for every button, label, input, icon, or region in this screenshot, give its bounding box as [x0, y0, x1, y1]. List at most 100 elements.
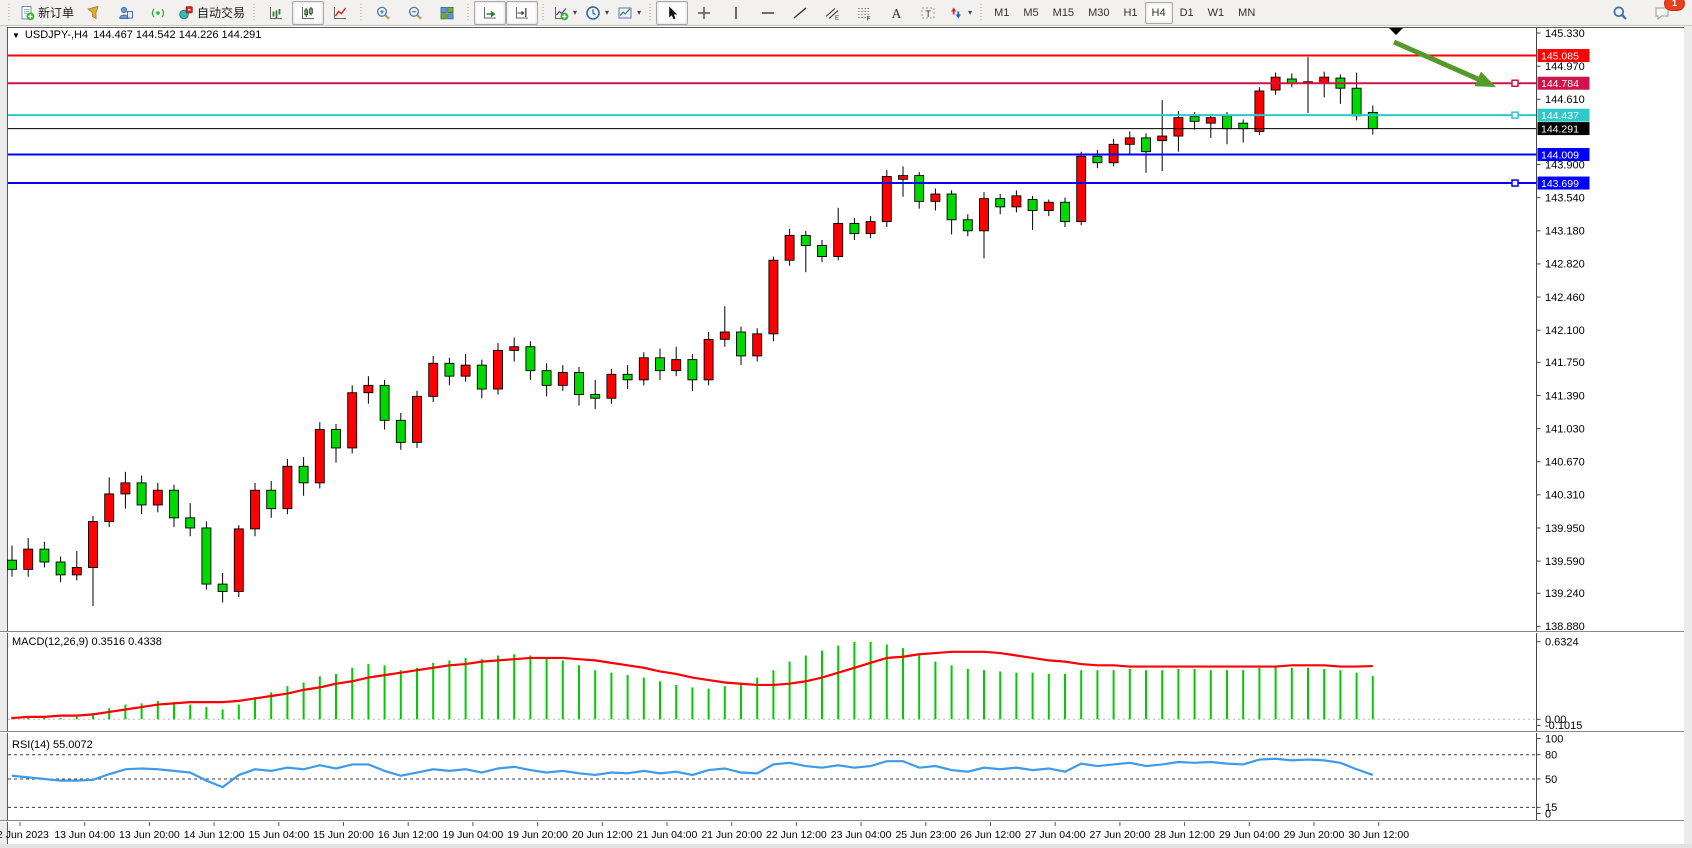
search-button[interactable]: [1604, 1, 1636, 25]
notification-badge: 1: [1664, 0, 1685, 11]
chart-menu-icon[interactable]: ▼: [12, 30, 20, 40]
chart-shift-button[interactable]: [506, 0, 539, 25]
arrows-button[interactable]: ▾: [944, 1, 976, 25]
text-button[interactable]: A: [880, 1, 912, 25]
trendline-button[interactable]: [784, 1, 816, 25]
chevron-down-icon: ▾: [605, 8, 610, 17]
svg-text:0: 0: [1545, 808, 1551, 820]
auto-trading-button[interactable]: 自动交易: [174, 1, 249, 25]
svg-text:15 Jun 04:00: 15 Jun 04:00: [248, 829, 309, 841]
new-order-button[interactable]: 新订单: [15, 1, 78, 25]
channel-button[interactable]: E: [816, 1, 848, 25]
cursor-button[interactable]: [656, 0, 689, 25]
zoom-in-icon: [376, 6, 390, 20]
price-axis[interactable]: 145.330 144.970 144.610 143.900 143.540 143.1…: [1536, 28, 1585, 633]
timeframe-m1-button[interactable]: M1: [994, 6, 1010, 19]
svg-text:13 Jun 20:00: 13 Jun 20:00: [119, 829, 180, 841]
svg-text:16 Jun 12:00: 16 Jun 12:00: [378, 829, 439, 841]
toolbar-grip: [252, 3, 258, 22]
candlestick-chart-canvas[interactable]: 145.330 144.970 144.610 143.900 143.540 143.1…: [0, 26, 1692, 848]
auto-scroll-button[interactable]: [474, 0, 507, 25]
chevron-down-icon: ▾: [573, 8, 578, 17]
fibonacci-icon: F: [858, 7, 871, 21]
button-label: 自动交易: [197, 6, 246, 20]
vertical-line-icon: [735, 6, 737, 19]
svg-text:144.610: 144.610: [1545, 94, 1585, 106]
svg-text:139.950: 139.950: [1545, 523, 1585, 535]
svg-text:141.750: 141.750: [1545, 357, 1585, 369]
label-button[interactable]: T: [912, 1, 944, 25]
svg-text:140.310: 140.310: [1545, 490, 1585, 502]
svg-text:27 Jun 20:00: 27 Jun 20:00: [1090, 829, 1151, 841]
svg-text:13 Jun 04:00: 13 Jun 04:00: [54, 829, 115, 841]
zoom-out-icon: [408, 6, 422, 20]
text-icon: A: [892, 6, 902, 21]
svg-text:138.880: 138.880: [1545, 621, 1585, 633]
svg-text:14 Jun 12:00: 14 Jun 12:00: [184, 829, 245, 841]
svg-text:26 Jun 12:00: 26 Jun 12:00: [960, 829, 1021, 841]
timeframe-w1-button[interactable]: W1: [1207, 6, 1225, 19]
timeframe-h4-button[interactable]: H4: [1144, 1, 1173, 24]
rsi-pane[interactable]: 100 80 50 150: [8, 733, 1563, 820]
timeframe-d1-button[interactable]: D1: [1179, 6, 1194, 19]
timeframe-m15-button[interactable]: M15: [1052, 6, 1075, 19]
periods-button[interactable]: ▾: [581, 1, 613, 25]
svg-text:144.970: 144.970: [1545, 61, 1585, 73]
zoom-in-button[interactable]: [367, 1, 399, 25]
candlestick-button[interactable]: [292, 0, 325, 25]
svg-text:29 Jun 20:00: 29 Jun 20:00: [1284, 829, 1345, 841]
svg-text:28 Jun 12:00: 28 Jun 12:00: [1154, 829, 1215, 841]
line-chart-button[interactable]: [324, 1, 356, 25]
bar-chart-button[interactable]: [260, 1, 292, 25]
svg-text:21 Jun 04:00: 21 Jun 04:00: [637, 829, 698, 841]
svg-text:144.009: 144.009: [1541, 149, 1579, 161]
chart-profile-icon: [87, 5, 99, 19]
chart-profile-button[interactable]: [78, 1, 110, 25]
templates-button[interactable]: ▾: [613, 1, 645, 25]
trend-arrow-annotation[interactable]: [1392, 39, 1496, 87]
arrows-icon: [951, 7, 962, 18]
chevron-down-icon: ▾: [637, 8, 642, 17]
svg-text:29 Jun 04:00: 29 Jun 04:00: [1219, 829, 1280, 841]
indicators-button[interactable]: ▾: [549, 1, 581, 25]
svg-text:-0.1015: -0.1015: [1545, 720, 1582, 732]
timeframe-h1-button[interactable]: H1: [1123, 6, 1138, 19]
zoom-out-button[interactable]: [399, 1, 431, 25]
horizontal-line-icon: [762, 11, 775, 14]
crosshair-button[interactable]: [688, 1, 720, 25]
toolbar-right: 1: [1604, 0, 1688, 25]
tile-windows-button[interactable]: [431, 1, 463, 25]
search-icon: [1613, 6, 1627, 20]
horizontal-line-button[interactable]: [752, 1, 784, 25]
time-axis[interactable]: 12 Jun 2023 13 Jun 04:00 13 Jun 20:00 14 Ju…: [0, 822, 1409, 841]
chart-ohlc-values: 144.467 144.542 144.226 144.291: [93, 29, 262, 41]
rsi-indicator-label: RSI(14) 55.0072: [12, 739, 93, 751]
chevron-down-icon: ▾: [968, 8, 973, 17]
vertical-line-button[interactable]: [720, 1, 752, 25]
svg-text:23 Jun 04:00: 23 Jun 04:00: [831, 829, 892, 841]
candlestick-icon: [302, 6, 315, 19]
svg-text:25 Jun 23:00: 25 Jun 23:00: [895, 829, 956, 841]
svg-text:80: 80: [1545, 750, 1557, 762]
svg-text:144.437: 144.437: [1541, 110, 1579, 122]
line-chart-icon: [334, 6, 347, 19]
trendline-icon: [793, 6, 807, 19]
svg-text:50: 50: [1545, 774, 1557, 786]
new-order-icon: [21, 5, 35, 20]
candles-series: [7, 56, 1378, 607]
fibonacci-button[interactable]: F: [848, 1, 880, 25]
chart-title: ▼ USDJPY-,H4 144.467 144.542 144.226 144…: [12, 29, 261, 41]
data-window-button[interactable]: [110, 1, 142, 25]
data-window-icon: [119, 6, 134, 19]
signals-button[interactable]: [142, 1, 174, 25]
button-label: 新订单: [38, 6, 75, 20]
notifications-button[interactable]: 1: [1646, 0, 1685, 25]
triangle-marker-annotation[interactable]: [1389, 28, 1403, 35]
macd-pane[interactable]: 0.6324 0.00-0.1015: [8, 637, 1582, 733]
macd-indicator-label: MACD(12,26,9) 0.3516 0.4338: [12, 636, 162, 648]
timeframe-mn-button[interactable]: MN: [1238, 6, 1256, 19]
timeframe-m30-button[interactable]: M30: [1088, 6, 1110, 19]
timeframe-m5-button[interactable]: M5: [1023, 6, 1039, 19]
svg-text:139.590: 139.590: [1545, 556, 1585, 568]
